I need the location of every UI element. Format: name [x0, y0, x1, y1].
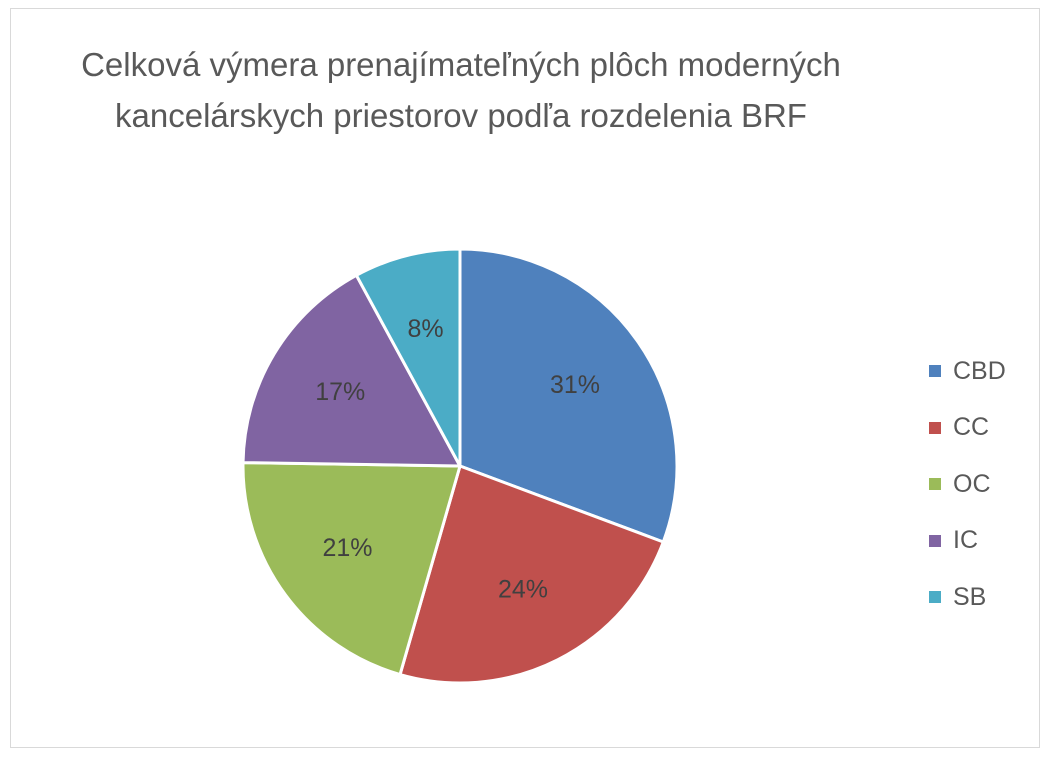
pie-slice-cbd — [458, 247, 679, 544]
legend-item-cc: CC — [929, 400, 1006, 457]
legend-item-oc: OC — [929, 456, 1006, 513]
legend-swatch — [929, 534, 941, 547]
legend-label: SB — [953, 582, 987, 611]
legend-label: CBD — [953, 356, 1006, 385]
legend-swatch — [929, 365, 941, 378]
pie-slice-ic — [241, 273, 462, 468]
legend-swatch — [929, 591, 941, 604]
legend-item-sb: SB — [929, 569, 1006, 626]
chart-legend: CBD CC OC IC SB — [929, 343, 1006, 626]
legend-item-cbd: CBD — [929, 343, 1006, 400]
chart-frame: Celková výmera prenajímateľných plôch mo… — [10, 8, 1040, 748]
pie-slice-oc — [241, 461, 462, 677]
legend-item-ic: IC — [929, 513, 1006, 570]
chart-title: Celková výmera prenajímateľných plôch mo… — [81, 46, 841, 134]
pie-chart: 31% 24% 21% 17% 8% — [241, 247, 679, 685]
pie-slice-cc — [398, 464, 665, 685]
legend-swatch — [929, 421, 941, 434]
data-label-ic: 17% — [315, 378, 365, 406]
data-label-oc: 21% — [322, 534, 372, 562]
legend-swatch — [929, 478, 941, 491]
data-label-cc: 24% — [498, 576, 548, 604]
pie-slice-sb — [354, 247, 462, 468]
legend-label: IC — [953, 526, 978, 555]
data-label-sb: 8% — [407, 315, 443, 343]
data-label-cbd: 31% — [550, 371, 600, 399]
legend-label: CC — [953, 413, 990, 442]
legend-label: OC — [953, 469, 991, 498]
